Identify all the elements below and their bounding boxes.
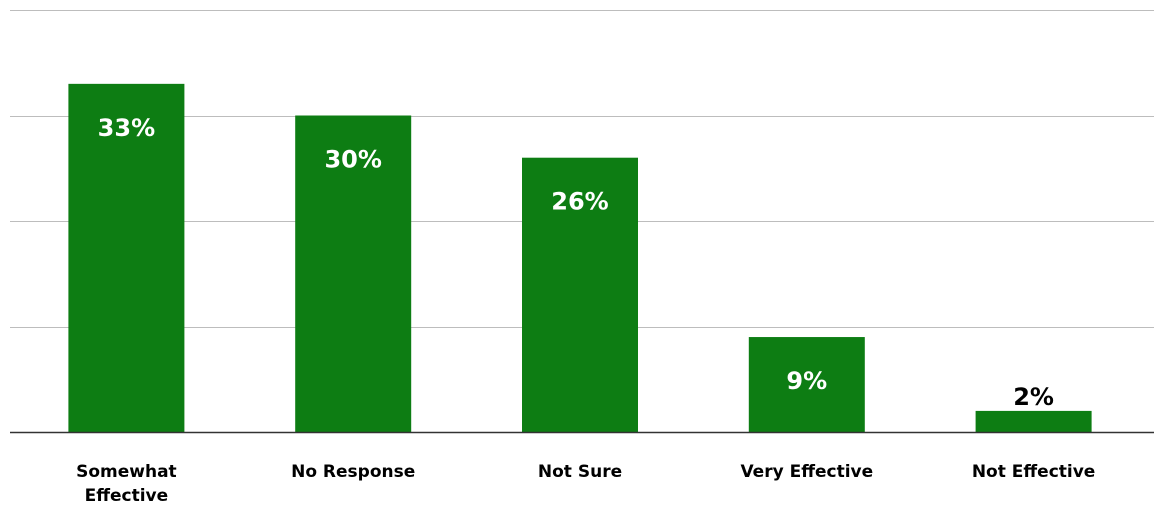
data-label-4: 9% — [786, 367, 827, 395]
bars — [68, 83, 1092, 432]
category-label-5: Not Effective — [972, 462, 1096, 482]
data-label-1: 33% — [98, 114, 155, 142]
bar-5 — [975, 410, 1092, 432]
bar-1 — [68, 83, 185, 432]
category-label-1: Somewhat Effective — [76, 462, 177, 506]
category-labels: Somewhat Effective No Response Not Sure Very… — [76, 462, 1095, 506]
category-label-2: No Response — [291, 462, 415, 482]
data-labels: 33% 30% 26% 9% 2% — [98, 114, 1054, 411]
category-label-3: Not Sure — [538, 462, 622, 482]
bar-3 — [522, 157, 638, 432]
bar-4 — [748, 337, 865, 432]
bar-2 — [295, 115, 412, 432]
category-label-4: Very Effective — [740, 462, 873, 482]
data-label-2: 30% — [324, 146, 381, 174]
data-label-3: 26% — [551, 188, 608, 216]
data-label-5: 2% — [1013, 383, 1054, 411]
